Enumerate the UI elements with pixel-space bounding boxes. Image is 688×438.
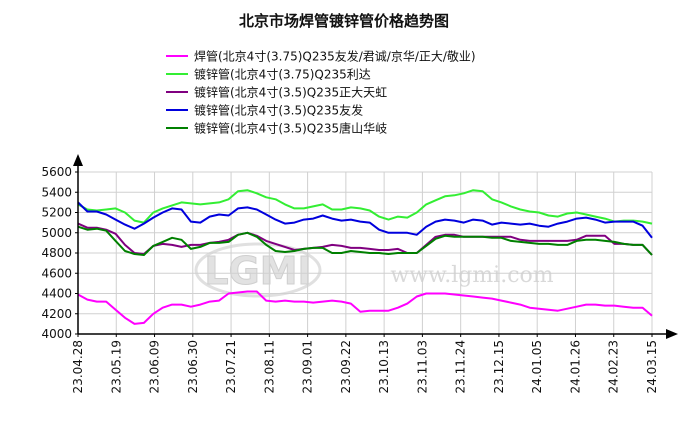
watermark: LGMI www.lgmi.com <box>194 242 554 298</box>
x-tick-label: 23.04.28 <box>71 340 85 393</box>
x-axis-tick-labels: 23.04.28 23.05.19 23.06.09 23.06.30 23.07.21… <box>71 340 659 393</box>
x-tick-label: 23.11.03 <box>415 340 429 393</box>
y-axis-tick-labels: 4000 4200 4400 4600 4800 5000 5200 5400 5600 <box>41 165 72 341</box>
gridlines <box>77 171 653 334</box>
series-line-1 <box>77 290 653 325</box>
legend-label-3: 镀锌管(北京4寸(3.5)Q235正大天虹 <box>194 85 387 100</box>
y-tick-label: 5400 <box>41 185 72 199</box>
watermark-url-text: www.lgmi.com <box>390 263 553 288</box>
x-tick-label: 23.10.13 <box>377 340 391 393</box>
y-tick-label: 4600 <box>41 266 72 280</box>
series-lines <box>77 189 653 325</box>
x-tick-label: 23.08.11 <box>262 340 276 393</box>
watermark-logo-text: LGMI <box>204 249 311 293</box>
x-tick-label: 23.05.19 <box>109 340 123 393</box>
series-line-5 <box>77 225 653 256</box>
axes <box>73 154 678 339</box>
x-tick-label: 23.06.09 <box>148 340 162 393</box>
y-tick-label: 4400 <box>41 287 72 301</box>
y-tick-label: 5200 <box>41 206 72 220</box>
legend-label-2: 镀锌管(北京4寸(3.75)Q235利达 <box>194 67 371 82</box>
x-tick-label: 23.07.21 <box>224 340 238 393</box>
legend-label-5: 镀锌管(北京4寸(3.5)Q235唐山华岐 <box>194 121 387 136</box>
legend-label-1: 焊管(北京4寸(3.75)Q235友发/君诚/京华/正大/敬业) <box>194 49 476 64</box>
x-tick-label: 24.03.15 <box>645 340 659 393</box>
x-tick-label: 23.09.22 <box>339 340 353 393</box>
x-tick-label: 23.11.24 <box>454 340 468 393</box>
y-tick-label: 5000 <box>41 226 72 240</box>
chart-title: 北京市场焊管镀锌管价格趋势图 <box>239 12 449 30</box>
x-axis-arrow <box>666 329 678 339</box>
x-tick-label: 23.09.01 <box>301 340 315 393</box>
x-tick-label: 24.02.23 <box>607 340 621 393</box>
legend-label-4: 镀锌管(北京4寸(3.5)Q235友发 <box>194 103 363 118</box>
y-axis-arrow <box>73 154 83 166</box>
series-line-2 <box>77 189 653 225</box>
y-tick-label: 4000 <box>41 327 72 341</box>
y-tick-label: 4800 <box>41 246 72 260</box>
x-tick-label: 24.01.26 <box>568 340 582 393</box>
series-line-3 <box>77 222 653 256</box>
x-tick-label: 23.06.30 <box>186 340 200 393</box>
x-tick-label: 24.01.05 <box>530 340 544 393</box>
watermark-logo-ring <box>194 242 322 298</box>
y-tick-label: 4200 <box>41 307 72 321</box>
series-line-4 <box>77 201 653 239</box>
y-tick-label: 5600 <box>41 165 72 179</box>
x-tick-label: 23.12.15 <box>492 340 506 393</box>
legend: 焊管(北京4寸(3.75)Q235友发/君诚/京华/正大/敬业) 镀锌管(北京4寸… <box>166 49 476 136</box>
